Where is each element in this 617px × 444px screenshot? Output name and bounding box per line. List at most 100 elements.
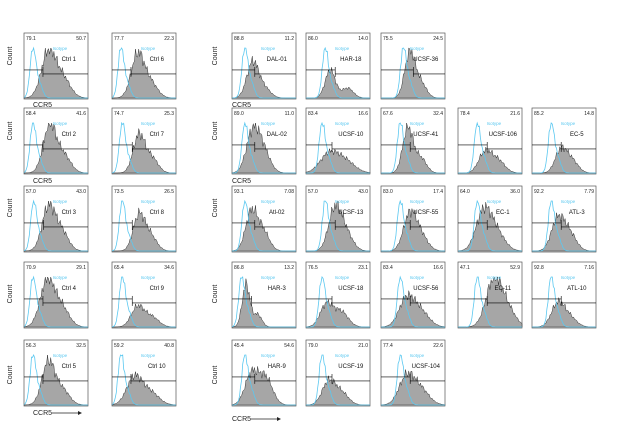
ccr5-axis-label: CCR5 — [33, 410, 52, 417]
isotype-histogram — [232, 47, 296, 99]
sample-name: EC-11 — [495, 286, 512, 292]
isotype-label: Isotype — [261, 199, 276, 204]
isotype-label: Isotype — [141, 199, 156, 204]
sample-histogram — [24, 122, 89, 174]
percent-negative: 47.1 — [460, 265, 470, 271]
histogram-panels: 79.1 50.7 Isotype Ctrl 1 77.7 22.3 Isotype Ctrl… — [23, 32, 597, 407]
sample-histogram — [532, 212, 596, 252]
percent-negative: 89.0 — [234, 111, 244, 117]
percent-positive: 7.16 — [584, 265, 594, 271]
sample-name: ATL-3 — [569, 210, 586, 216]
percent-negative: 79.1 — [26, 36, 36, 42]
isotype-label: Isotype — [561, 199, 576, 204]
percent-negative: 88.8 — [234, 36, 244, 42]
sample-name: HAR-18 — [340, 57, 362, 63]
histogram-panel: 77.4 22.6 Isotype UCSF-104 — [380, 339, 446, 407]
sample-histogram — [23, 276, 89, 328]
percent-positive: 54.6 — [284, 343, 294, 349]
isotype-histogram — [381, 275, 445, 328]
histogram-panel: 64.0 36.0 Isotype EC-1 — [457, 185, 523, 253]
sample-name: Ctrl 7 — [150, 132, 165, 138]
isotype-histogram — [23, 275, 88, 328]
isotype-label: Isotype — [141, 121, 156, 126]
sample-name: UCSF-56 — [413, 286, 439, 292]
sample-name: Ctrl 6 — [150, 57, 165, 63]
sample-name: UCSF-19 — [338, 364, 364, 370]
sample-histogram — [112, 303, 176, 328]
sample-name: HAR-3 — [268, 286, 287, 292]
percent-positive: 22.3 — [164, 36, 174, 42]
percent-negative: 74.7 — [114, 111, 124, 117]
percent-positive: 11.2 — [285, 36, 295, 42]
sample-histogram — [380, 290, 446, 328]
percent-positive: 32.4 — [433, 111, 443, 117]
histogram-panel: 89.0 11.0 Isotype DAL-02 — [231, 107, 297, 175]
percent-positive: 24.5 — [433, 36, 443, 42]
histogram-panel: 70.9 29.1 Isotype Ctrl 4 — [23, 261, 89, 329]
histogram-panel: 83.4 16.6 Isotype UCSF-56 — [380, 261, 446, 329]
percent-negative: 67.6 — [383, 111, 393, 117]
percent-negative: 93.1 — [234, 189, 244, 195]
percent-negative: 92.8 — [534, 265, 544, 271]
percent-negative: 58.4 — [26, 111, 36, 117]
isotype-label: Isotype — [561, 121, 576, 126]
ccr5-arrow — [251, 417, 281, 421]
histogram-panel: 47.1 52.9 Isotype EC-11 — [457, 261, 523, 329]
percent-negative: 78.4 — [460, 111, 470, 117]
histogram-panel: 65.4 34.6 Isotype Ctrl 9 — [111, 261, 177, 329]
percent-negative: 57.0 — [308, 189, 318, 195]
isotype-histogram — [532, 200, 596, 252]
isotype-histogram — [458, 121, 522, 174]
isotype-label: Isotype — [53, 46, 68, 51]
sample-histogram — [457, 202, 523, 252]
histogram-panel: 86.0 14.0 Isotype HAR-18 — [305, 32, 371, 100]
count-axis-label: Count — [7, 47, 14, 66]
isotype-label: Isotype — [53, 275, 68, 280]
isotype-label: Isotype — [487, 199, 502, 204]
percent-negative: 64.0 — [460, 189, 470, 195]
percent-positive: 25.3 — [164, 111, 174, 117]
histogram-panel: 79.0 21.0 Isotype UCSF-19 — [305, 339, 371, 407]
percent-positive: 29.1 — [76, 265, 86, 271]
histogram-panel: 83.4 16.6 Isotype UCSF-10 — [305, 107, 371, 175]
sample-name: Ctrl 1 — [62, 57, 77, 63]
isotype-histogram — [381, 122, 445, 174]
histogram-panel: 56.3 32.5 Isotype Ctrl 5 — [23, 339, 89, 407]
sample-histogram — [111, 371, 177, 406]
isotype-histogram — [306, 200, 370, 252]
percent-negative: 76.5 — [308, 265, 318, 271]
isotype-histogram — [306, 46, 370, 99]
isotype-label: Isotype — [410, 353, 425, 358]
sample-name: Ctrl 4 — [62, 286, 77, 292]
percent-positive: 21.0 — [358, 343, 368, 349]
count-axis-label: Count — [7, 199, 14, 218]
sample-name: UCSF-10 — [338, 132, 364, 138]
count-axis-label: Count — [7, 285, 14, 304]
ccr5-axis-label: CCR5 — [232, 102, 251, 109]
count-axis-label: Count — [7, 366, 14, 385]
percent-positive: 36.0 — [510, 189, 520, 195]
percent-positive: 50.7 — [76, 36, 86, 42]
sample-histogram — [112, 128, 176, 174]
sample-name: UCSF-41 — [413, 132, 439, 138]
sample-name: EC-1 — [496, 210, 510, 216]
isotype-label: Isotype — [53, 353, 68, 358]
isotype-histogram — [232, 354, 296, 406]
isotype-histogram — [23, 199, 88, 252]
percent-positive: 11.0 — [285, 111, 295, 117]
sample-name: Ctrl 9 — [150, 286, 165, 292]
percent-positive: 34.6 — [164, 265, 174, 271]
figure-axis-labels: Count Count Count Count Count Count Coun… — [7, 47, 281, 423]
percent-negative: 83.0 — [383, 189, 393, 195]
percent-positive: 41.6 — [76, 111, 86, 117]
percent-positive: 23.1 — [358, 265, 368, 271]
isotype-label: Isotype — [53, 121, 68, 126]
ccr5-axis-label: CCR5 — [33, 102, 52, 109]
isotype-histogram — [23, 353, 88, 406]
percent-negative: 57.0 — [26, 189, 36, 195]
sample-name: UCSF-36 — [413, 57, 439, 63]
histogram-panel: 78.4 21.6 Isotype UCSF-106 — [457, 107, 523, 175]
ccr5-axis-label: CCR5 — [33, 178, 52, 185]
percent-negative: 86.0 — [308, 36, 318, 42]
histogram-panel: 83.0 17.4 Isotype UCSF-55 — [380, 185, 446, 253]
